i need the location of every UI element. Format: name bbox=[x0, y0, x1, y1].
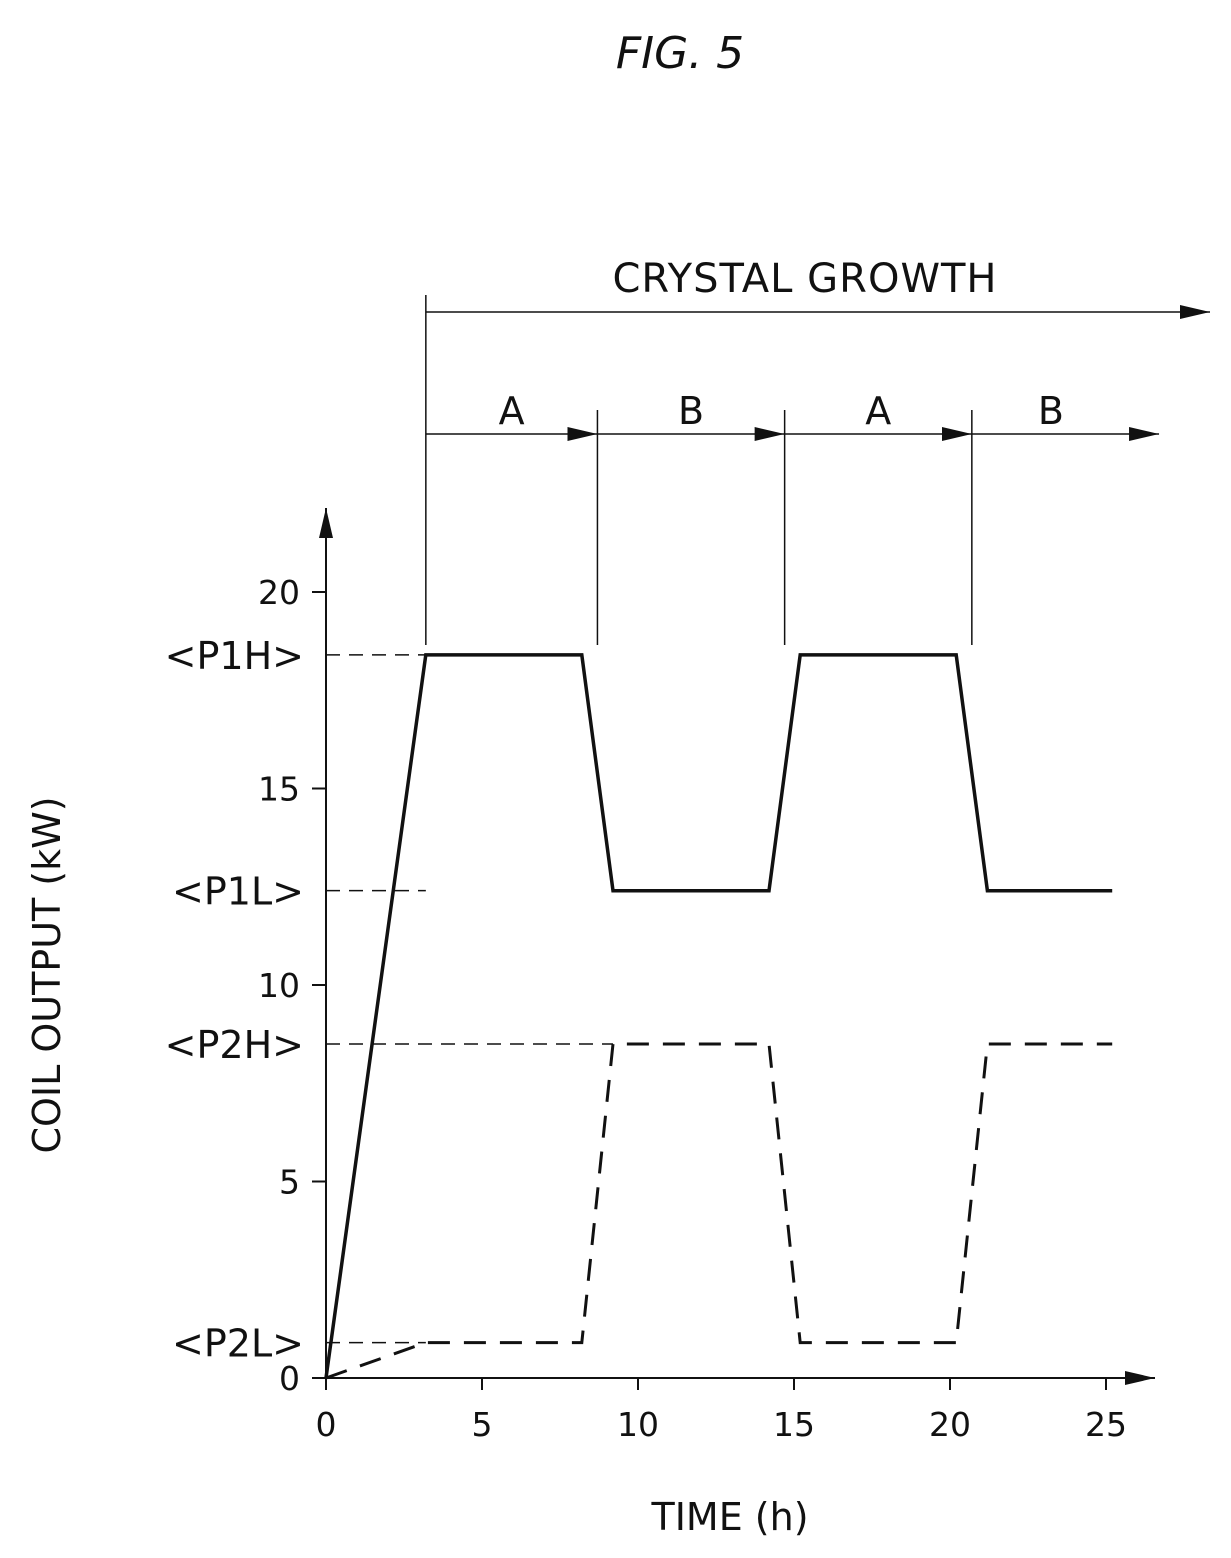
x-tick-label: 20 bbox=[929, 1405, 971, 1444]
y-tick-label: 15 bbox=[258, 770, 300, 809]
level-label: <P2H> bbox=[165, 1023, 304, 1067]
x-tick-label: 25 bbox=[1085, 1405, 1127, 1444]
level-label: <P1L> bbox=[172, 870, 304, 914]
series-line-dashed bbox=[325, 1042, 1113, 1380]
axes: 0 5 10 15 20 25 0 5 10 15 20 <P1H> <P1L> <P2H> <P2L> bbox=[165, 508, 1155, 1444]
y-tick-label: 10 bbox=[258, 966, 300, 1005]
series-lines bbox=[324, 653, 1113, 1380]
y-tick-label: 0 bbox=[279, 1359, 300, 1398]
growth-label: CRYSTAL GROWTH bbox=[612, 256, 997, 302]
x-tick-label: 10 bbox=[617, 1405, 659, 1444]
y-axis-title: COIL OUTPUT (kW) bbox=[25, 796, 69, 1153]
x-tick-label: 15 bbox=[773, 1405, 815, 1444]
level-label: <P2L> bbox=[172, 1322, 304, 1366]
x-axis-title: TIME (h) bbox=[650, 1495, 808, 1539]
phase-label: A bbox=[499, 389, 525, 433]
phase-label: A bbox=[865, 389, 891, 433]
x-tick-label: 0 bbox=[316, 1405, 337, 1444]
x-tick-label: 5 bbox=[472, 1405, 493, 1444]
phase-label: B bbox=[678, 389, 704, 433]
phase-label: B bbox=[1038, 389, 1064, 433]
y-tick-label: 5 bbox=[279, 1163, 300, 1202]
figure-title: FIG. 5 bbox=[616, 28, 744, 79]
level-label: <P1H> bbox=[165, 634, 304, 678]
phase-annotations: CRYSTAL GROWTH A B A B bbox=[425, 256, 1210, 645]
y-tick-label: 20 bbox=[258, 573, 300, 612]
series-line-solid bbox=[324, 653, 1113, 1379]
